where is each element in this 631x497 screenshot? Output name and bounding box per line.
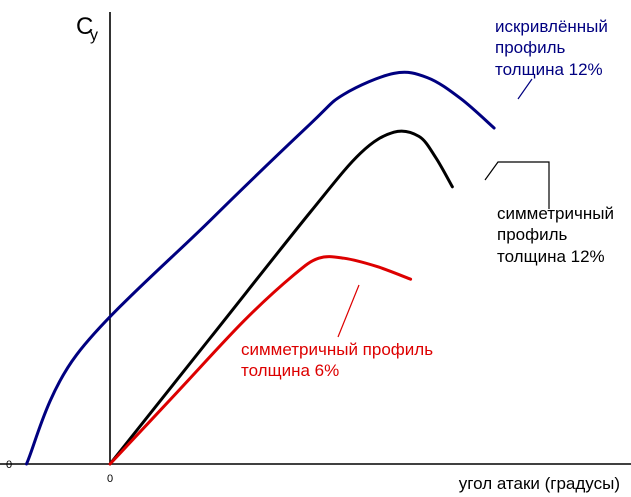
series-layer: [25, 70, 496, 466]
series-line-symmetric12: [108, 129, 454, 466]
cambered-label: искривлённый профиль толщина 12%: [495, 17, 608, 79]
x-axis-label: угол атаки (градусы): [459, 474, 620, 493]
symmetric6-label-line: толщина 6%: [241, 361, 339, 380]
cambered-leader: [517, 78, 533, 100]
cambered-label-line: толщина 12%: [495, 60, 603, 79]
symmetric12-label: симметричный профиль толщина 12%: [497, 204, 614, 266]
cambered-label-line: искривлённый: [495, 17, 608, 36]
y-origin-label: 0: [6, 459, 12, 471]
x-origin-label: 0: [107, 473, 113, 485]
symmetric12-label-line: толщина 12%: [497, 247, 605, 266]
symmetric12-leader: [484, 161, 550, 209]
symmetric12-label-line: профиль: [497, 225, 568, 244]
series-line-symmetric6: [108, 255, 413, 466]
series-line-cambered: [25, 70, 496, 466]
symmetric6-leader: [337, 284, 360, 338]
symmetric12-label-line: симметричный: [497, 204, 614, 223]
cambered-label-line: профиль: [495, 38, 566, 57]
y-axis-label: C: [76, 13, 93, 40]
symmetric6-label: симметричный профиль толщина 6%: [241, 340, 433, 380]
y-axis-label-subscript: y: [90, 27, 98, 44]
symmetric6-label-line: симметричный профиль: [241, 340, 433, 359]
